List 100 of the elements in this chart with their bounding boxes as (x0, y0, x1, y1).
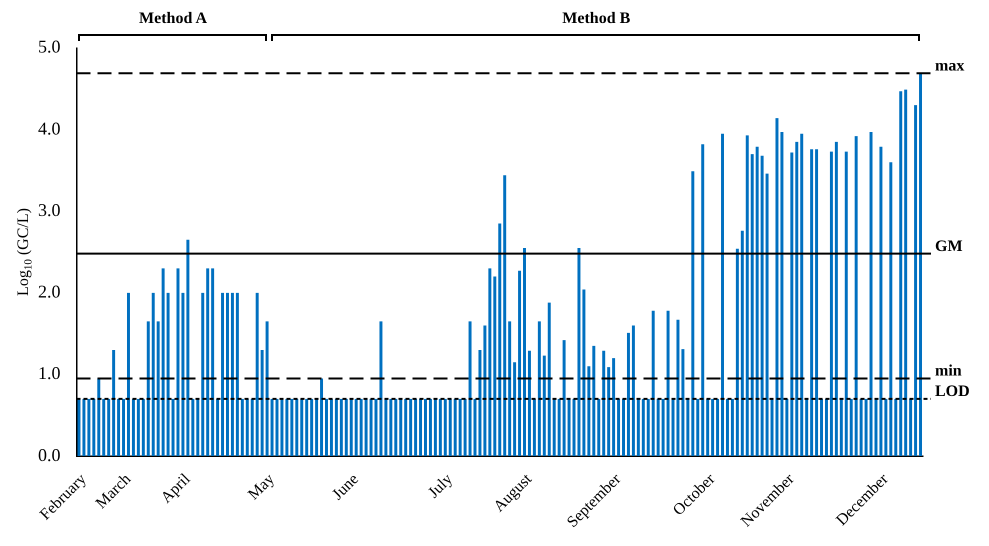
bar (656, 398, 660, 456)
bar (444, 398, 447, 456)
bar (824, 398, 828, 456)
bar (834, 142, 838, 456)
bar (334, 398, 338, 456)
y-tick-label: 0.0 (38, 444, 60, 465)
bar (780, 132, 784, 456)
bar (424, 398, 427, 456)
bar (191, 398, 194, 456)
bar (389, 398, 392, 456)
bar (790, 152, 794, 456)
bar (176, 268, 180, 456)
bar (636, 398, 640, 456)
bar (860, 398, 863, 456)
bar (884, 398, 888, 456)
bar (310, 398, 314, 456)
bar (766, 174, 769, 456)
bar (756, 146, 759, 456)
bar (340, 398, 343, 456)
bar (172, 398, 175, 456)
bar (404, 398, 408, 456)
bar (592, 346, 596, 456)
bar (721, 134, 724, 456)
bar (246, 398, 249, 456)
bar (750, 154, 754, 456)
bar (216, 398, 220, 456)
y-tick-label: 2.0 (38, 282, 60, 302)
bar (181, 292, 184, 456)
bar (701, 144, 704, 456)
bar (458, 398, 462, 456)
bar (562, 340, 566, 456)
bar (810, 149, 814, 456)
bar (409, 398, 412, 456)
bar (874, 398, 878, 456)
bar (483, 325, 486, 456)
y-tick-label: 4.0 (38, 118, 60, 138)
bar (681, 349, 684, 456)
bar (622, 398, 625, 456)
bar (384, 398, 388, 456)
bar (240, 398, 244, 456)
bar (226, 292, 229, 456)
ref-line-label: GM (935, 238, 963, 255)
bar (508, 321, 512, 456)
bar (285, 398, 288, 456)
text: Method A (138, 10, 208, 28)
bar (864, 398, 868, 456)
bar (468, 321, 472, 456)
bar (919, 73, 922, 456)
bar (587, 366, 590, 456)
bar (730, 398, 734, 456)
bar (454, 398, 457, 456)
bar (112, 350, 116, 456)
bar (706, 398, 710, 456)
bar (760, 156, 764, 456)
bar (568, 398, 571, 456)
bar (230, 292, 234, 456)
bar (785, 398, 788, 456)
bar (632, 325, 635, 456)
bar (305, 398, 308, 456)
bar (552, 398, 556, 456)
bar (572, 398, 576, 456)
bar (82, 398, 86, 456)
bar (518, 270, 522, 456)
bar (676, 320, 680, 456)
bar (577, 248, 580, 456)
bar (503, 175, 506, 456)
bar (186, 240, 190, 456)
bar (156, 321, 160, 456)
bar (77, 398, 80, 456)
bar (126, 292, 130, 456)
x-tick-label: May (245, 470, 278, 504)
bar (260, 350, 264, 456)
bar (360, 398, 363, 456)
bar (414, 398, 418, 456)
bar (558, 398, 561, 456)
bar (642, 398, 645, 456)
bar (290, 398, 294, 456)
text: Method B (561, 10, 632, 28)
bar (820, 398, 824, 456)
x-tick-label: July (425, 470, 456, 502)
ref-line-label: min (935, 362, 962, 380)
bar (914, 105, 918, 456)
bar (532, 398, 536, 456)
bar (142, 398, 145, 456)
bar (770, 398, 774, 456)
bar (92, 398, 96, 456)
bar (464, 398, 467, 456)
y-tick-label: 3.0 (38, 200, 60, 220)
bar (607, 367, 610, 456)
bar (542, 356, 546, 456)
bar (879, 146, 882, 456)
bar (488, 268, 492, 456)
bar (434, 398, 437, 456)
bar (602, 350, 606, 456)
bar (711, 398, 714, 456)
bar (295, 398, 298, 456)
bar (107, 398, 110, 456)
bar (330, 398, 333, 456)
bar (270, 398, 274, 456)
bar (354, 398, 358, 456)
